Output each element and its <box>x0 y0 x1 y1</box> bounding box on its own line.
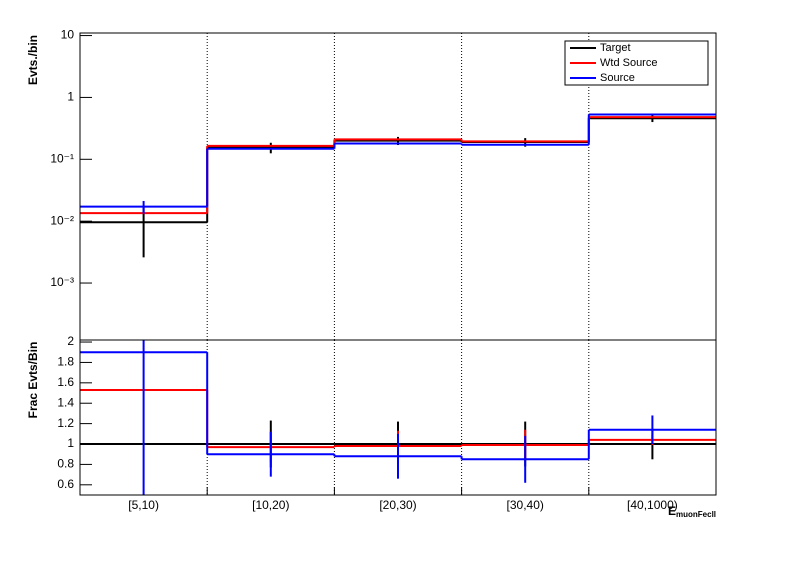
y-tick-label: 1 <box>67 90 74 104</box>
y-tick-label: 10 <box>61 28 75 42</box>
y-tick-label: 10⁻² <box>50 213 74 227</box>
y-tick-label: 1.8 <box>57 355 74 369</box>
x-axis-title: EmuonFecll <box>668 504 716 519</box>
y-tick-label: 2 <box>67 334 74 348</box>
y-tick-label: 10⁻³ <box>50 275 74 289</box>
top-plot <box>80 33 716 340</box>
x-tick-label: [10,20) <box>252 498 289 512</box>
axes: Evts./bin Frac Evts/Bin EmuonFecll 10110… <box>26 28 717 519</box>
x-axis-title-sub: muonFecll <box>676 510 716 519</box>
y-tick-label: 1.2 <box>57 416 74 430</box>
legend-label: Wtd Source <box>600 57 657 69</box>
ratio-plot <box>80 340 716 495</box>
y-tick-label: 1.4 <box>57 395 74 409</box>
x-tick-label: [5,10) <box>128 498 159 512</box>
y-axis-title: Evts./bin <box>26 35 40 85</box>
frame-ratio <box>79 339 717 496</box>
y-tick-label: 10⁻¹ <box>50 151 74 165</box>
x-axis-title-main: E <box>668 504 676 518</box>
x-tick-label: [30,40) <box>507 498 544 512</box>
y-tick-label: 1 <box>67 436 74 450</box>
y-axis-title: Frac Evts/Bin <box>26 342 40 419</box>
y-tick-label: 0.6 <box>57 477 74 491</box>
x-tick-label: [40,1000) <box>627 498 678 512</box>
y-tick-label: 0.8 <box>57 457 74 471</box>
legend-label: Target <box>600 42 631 54</box>
legend-label: Source <box>600 72 635 84</box>
y-tick-label: 1.6 <box>57 375 74 389</box>
x-tick-label: [20,30) <box>379 498 416 512</box>
